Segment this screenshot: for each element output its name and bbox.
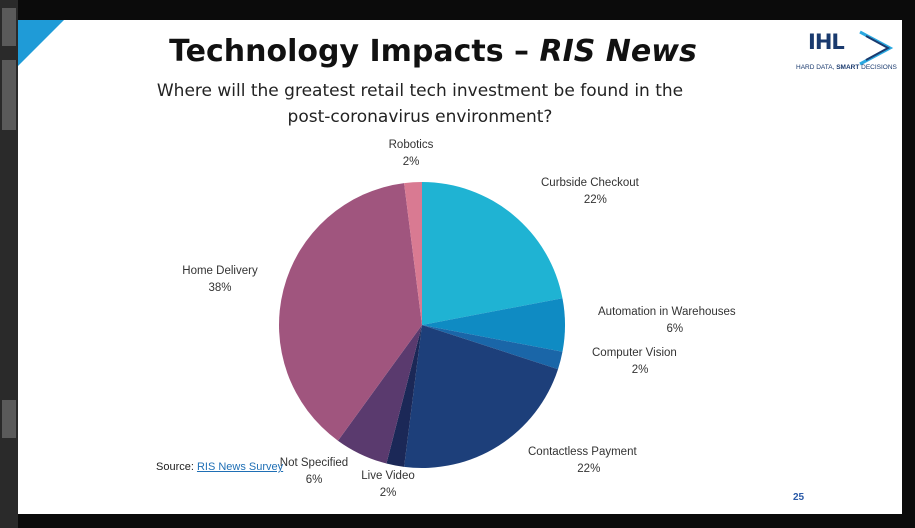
chart-panel: Where will the greatest retail tech inve… [140,74,740,512]
presentation-slide: Technology Impacts – RIS News IHL HARD D… [18,20,902,514]
slice-label: Computer Vision [592,347,677,359]
slice-percent: 2% [632,364,649,376]
logo-tagline: HARD DATA, SMART DECISIONS [796,64,897,71]
slide-title-accent: RIS News [539,34,697,69]
slice-percent: 22% [584,194,607,206]
logo-name: IHL [808,30,845,54]
slice-label: Live Video [361,470,415,482]
video-thumbnail[interactable] [2,8,16,46]
pie-slice-robotics [404,182,422,325]
slice-label: Curbside Checkout [541,177,640,189]
slice-label: Robotics [389,139,434,151]
slice-percent: 2% [403,156,420,168]
pie-slice-not-specified [337,325,422,464]
video-thumbnail[interactable] [2,60,16,130]
pie-slice-curbside-checkout [422,182,563,325]
source-link[interactable]: RIS News Survey [196,461,284,473]
source-note: Source: RIS News Survey [156,461,283,473]
chart-title: Where will the greatest retail tech inve… [140,78,700,130]
pie-slice-computer-vision [422,325,563,370]
slice-label: Automation in Warehouses [598,306,736,318]
slice-percent: 6% [306,474,323,486]
video-thumbnail[interactable] [2,400,16,438]
chart-title-line2: post-coronavirus environment? [287,107,553,127]
chart-title-line1: Where will the greatest retail tech inve… [156,81,684,101]
pie-chart: Curbside Checkout 22% Automation in Wareho… [182,139,736,499]
slice-label: Contactless Payment [528,446,637,458]
page-number: 25 [793,492,805,503]
pie-slice-automation-in-warehouses [422,298,566,352]
slice-percent: 6% [666,323,683,335]
slide-title-main: Technology Impacts – [169,34,540,69]
corner-accent [18,20,64,66]
pie-slice-live-video [386,325,422,467]
pie-slice-home-delivery [279,183,422,441]
presenter-sidebar [0,0,18,528]
slice-label: Home Delivery [182,265,258,277]
slice-percent: 38% [208,282,231,294]
slice-label: Not Specified [280,457,348,469]
source-label: Source: [156,461,197,473]
slice-percent: 22% [577,463,600,475]
ihl-logo [859,30,894,66]
pie-slice-contactless-payment [404,325,558,468]
slice-percent: 2% [380,487,397,499]
slide-title: Technology Impacts – RIS News [18,34,848,69]
